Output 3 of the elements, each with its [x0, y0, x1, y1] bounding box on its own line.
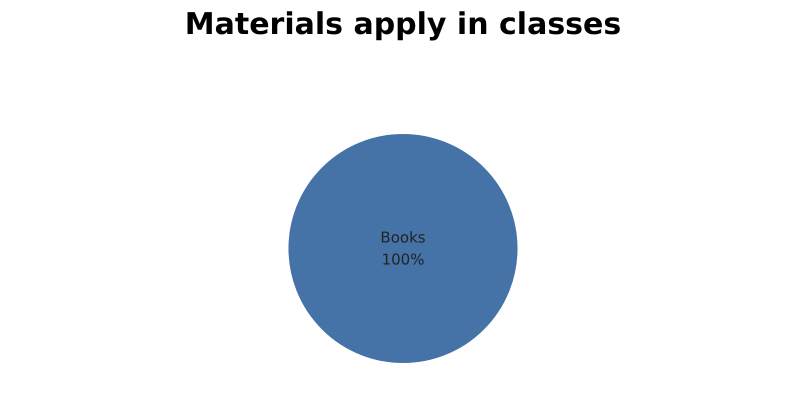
- data-label: 100%: [382, 250, 424, 268]
- chart-title: Materials apply in classes: [184, 7, 622, 42]
- slice-label: Books: [380, 228, 426, 246]
